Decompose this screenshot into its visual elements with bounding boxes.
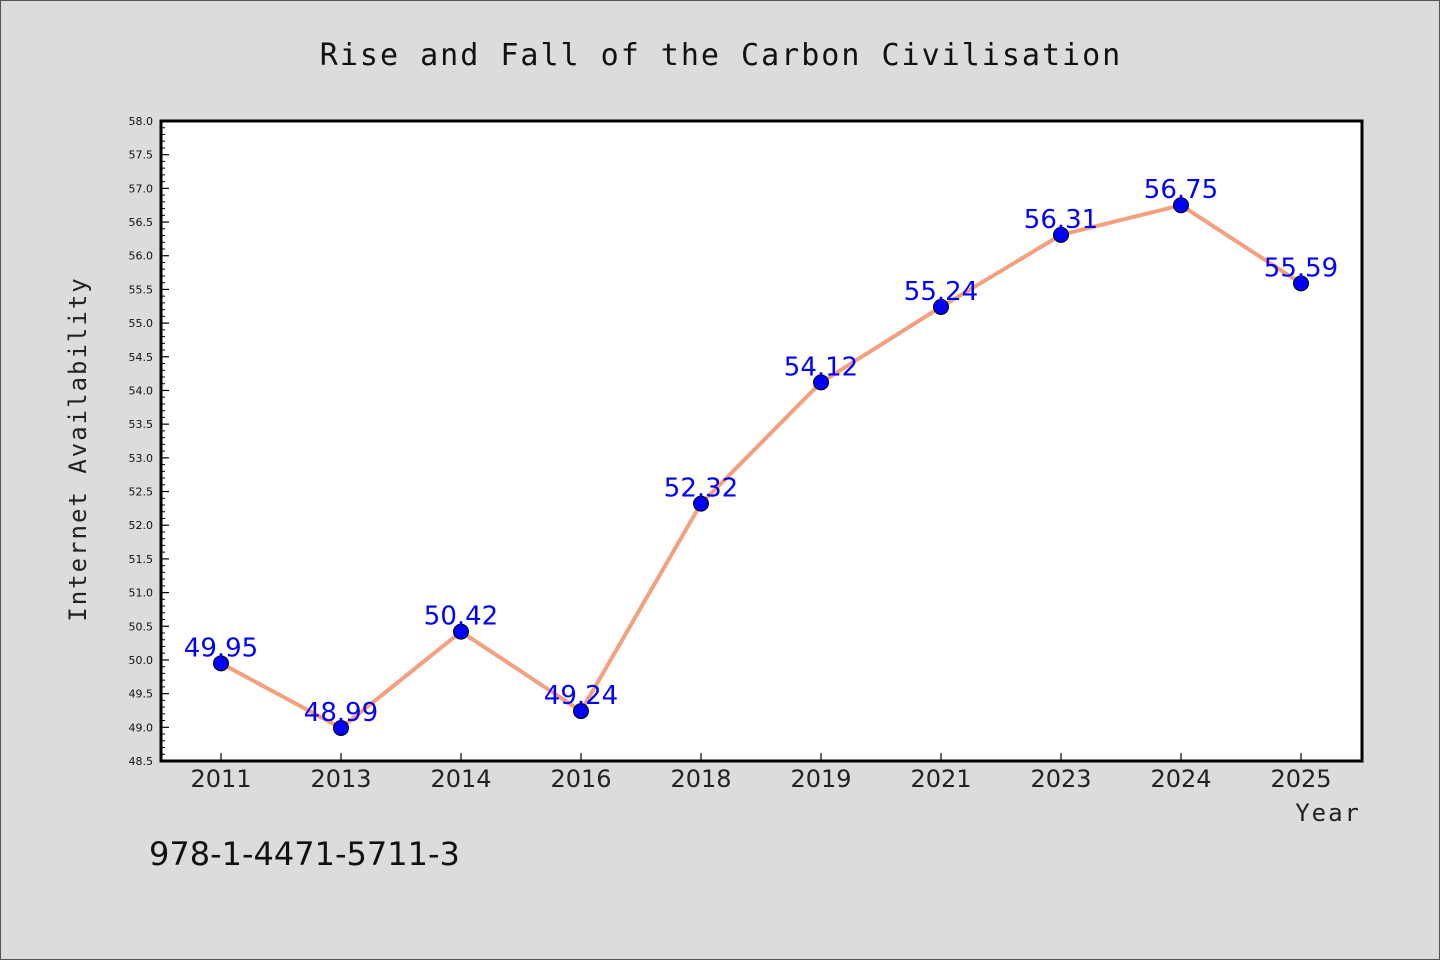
y-tick-label: 53.0 — [129, 452, 154, 465]
x-tick-label: 2011 — [190, 765, 251, 793]
y-tick-label: 57.0 — [129, 182, 154, 195]
y-axis-label: Internet Availability — [64, 276, 92, 621]
data-point-marker — [333, 719, 349, 736]
data-point-marker — [453, 623, 469, 640]
y-tick-label: 56.5 — [129, 216, 154, 229]
x-tick-label: 2019 — [790, 765, 851, 793]
y-tick-label: 52.0 — [129, 519, 154, 532]
y-tick-label: 54.5 — [129, 351, 154, 364]
data-point-marker — [1293, 275, 1309, 292]
data-label: 55.24 — [904, 277, 978, 307]
data-label: 50.42 — [424, 602, 498, 632]
y-tick-label: 49.5 — [129, 688, 154, 701]
chart-title: Rise and Fall of the Carbon Civilisation — [320, 38, 1122, 73]
data-point-marker — [573, 703, 589, 720]
series-line — [220, 203, 1303, 730]
data-label: 54.12 — [784, 352, 858, 382]
x-tick-label: 2023 — [1030, 765, 1091, 793]
y-tick-label: 50.5 — [129, 620, 154, 633]
x-axis-ticks: 2011 2013 2014 2016 2018 2019 2021 2023 2024 2025 — [190, 753, 1332, 793]
x-tick-label: 2016 — [550, 765, 611, 793]
data-point-marker — [813, 374, 829, 391]
data-point-marker — [1053, 226, 1069, 243]
data-label: 56.31 — [1024, 205, 1098, 235]
y-axis-ticks: 48.5 49.0 49.5 50.0 50.5 51.0 51.5 52.0 52.5 53.0… — [129, 115, 169, 768]
data-label: 49.95 — [184, 633, 258, 663]
y-tick-label: 51.0 — [129, 587, 154, 600]
x-tick-label: 2024 — [1150, 765, 1211, 793]
x-tick-label: 2014 — [430, 765, 491, 793]
y-tick-label: 56.0 — [129, 250, 154, 263]
data-label: 52.32 — [664, 474, 738, 504]
y-tick-label: 53.5 — [129, 418, 154, 431]
y-tick-label: 49.0 — [129, 721, 154, 734]
x-tick-label: 2018 — [670, 765, 731, 793]
data-label: 49.24 — [544, 681, 618, 711]
data-point-marker — [933, 298, 949, 315]
isbn-text: 978-1-4471-5711-3 — [149, 835, 460, 873]
data-label: 56.75 — [1144, 175, 1218, 205]
data-label: 48.99 — [304, 698, 378, 728]
y-tick-label: 50.0 — [129, 654, 154, 667]
data-label: 55.59 — [1264, 253, 1338, 283]
y-tick-label: 57.5 — [129, 149, 154, 162]
x-tick-label: 2021 — [910, 765, 971, 793]
y-tick-label: 48.5 — [129, 755, 154, 768]
data-point-marker — [693, 495, 709, 512]
x-tick-label: 2013 — [310, 765, 371, 793]
y-tick-label: 54.0 — [129, 384, 154, 397]
y-tick-label: 52.5 — [129, 486, 154, 499]
y-tick-label: 51.5 — [129, 553, 154, 566]
x-tick-label: 2025 — [1270, 765, 1331, 793]
plot-frame — [159, 119, 1364, 763]
series-line-group — [220, 203, 1303, 730]
data-point-marker — [213, 655, 229, 672]
y-tick-label: 55.5 — [129, 283, 154, 296]
y-tick-label: 55.0 — [129, 317, 154, 330]
x-axis-label: Year — [1295, 799, 1361, 827]
markers-group — [213, 197, 1309, 736]
data-point-marker — [1173, 197, 1189, 214]
y-tick-label: 58.0 — [129, 115, 154, 128]
data-labels-group: 49.95 48.99 50.42 49.24 52.32 54.12 55.24 56.31… — [184, 175, 1338, 728]
